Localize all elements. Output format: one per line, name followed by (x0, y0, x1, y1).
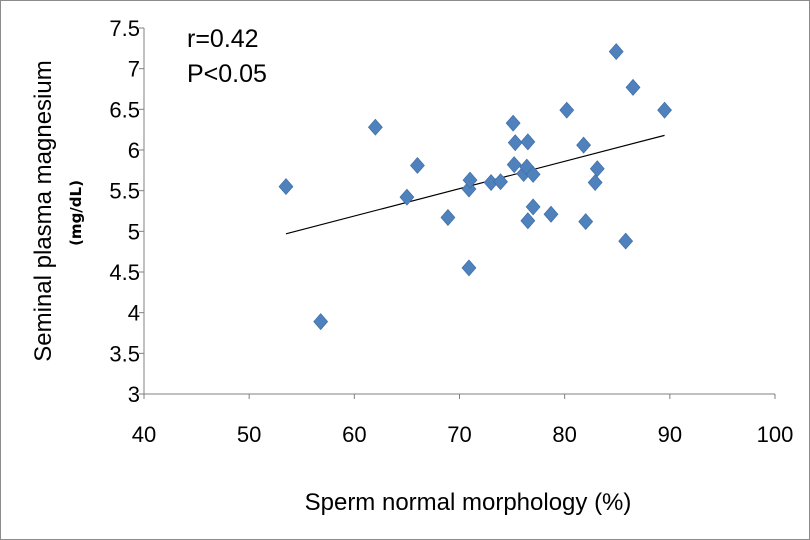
data-point (493, 173, 508, 191)
data-point (608, 43, 624, 61)
data-point (576, 136, 591, 154)
y-tick-label: 7 (128, 57, 140, 82)
y-tick-label: 5 (128, 219, 140, 244)
y-tick-label: 6 (128, 138, 140, 163)
data-point (367, 118, 383, 136)
data-point (543, 205, 559, 223)
x-tick-label: 90 (658, 422, 682, 447)
data-point (559, 101, 575, 119)
data-point (520, 133, 536, 151)
data-point (525, 165, 541, 183)
y-tick-label: 4 (128, 301, 140, 326)
data-point (440, 209, 456, 226)
data-point (461, 259, 477, 277)
data-point (399, 188, 415, 206)
y-tick-label: 7.5 (109, 16, 140, 41)
y-axis: 3 3.5 4 4.5 5 5.5 6 6.5 7 7.5 (109, 16, 144, 407)
data-point (578, 213, 594, 231)
x-tick-label: 100 (757, 422, 794, 447)
x-tick-label: 40 (132, 422, 156, 447)
data-point (520, 212, 536, 230)
data-point (410, 156, 425, 174)
data-point (589, 160, 605, 178)
data-point (462, 171, 478, 189)
x-tick-label: 80 (552, 422, 576, 447)
y-tick-label: 6.5 (109, 97, 140, 122)
y-axis-title: Seminal plasma magnesium (30, 60, 57, 361)
x-tick-label: 60 (342, 422, 366, 447)
data-point (657, 101, 672, 119)
data-point (525, 198, 541, 216)
data-point (625, 78, 641, 96)
y-tick-label: 4.5 (109, 260, 140, 285)
data-point (505, 114, 521, 132)
correlation-coefficient-label: r=0.42 (187, 25, 259, 53)
x-tick-label: 70 (447, 422, 471, 447)
x-tick-label: 50 (237, 422, 261, 447)
y-axis-unit: (mg/dL) (67, 180, 85, 246)
x-axis: 40 50 60 70 80 90 100 (132, 394, 794, 447)
data-point (506, 156, 522, 174)
data-point (313, 313, 329, 331)
x-axis-title: Sperm normal morphology (%) (305, 489, 632, 516)
data-points (278, 43, 672, 331)
data-point (587, 174, 603, 191)
trendline (285, 134, 665, 235)
y-tick-label: 5.5 (109, 179, 140, 204)
data-point (507, 134, 523, 152)
data-point (278, 178, 294, 196)
y-tick-label: 3.5 (109, 341, 140, 366)
p-value-label: P<0.05 (187, 60, 267, 88)
y-tick-label: 3 (128, 382, 140, 407)
data-point (618, 232, 634, 250)
